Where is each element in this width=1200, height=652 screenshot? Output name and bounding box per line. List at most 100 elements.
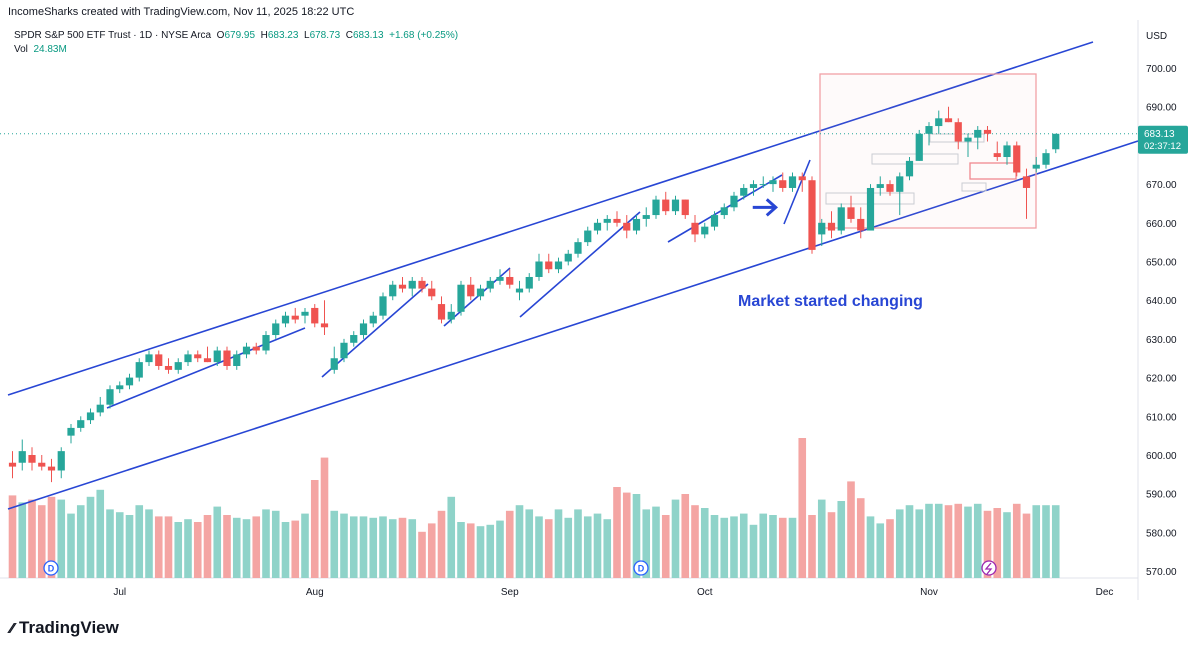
candle: [203, 346, 212, 363]
currency-label[interactable]: USD: [1146, 31, 1168, 42]
candle: [710, 211, 719, 231]
candle: [876, 176, 884, 196]
candle: [164, 358, 173, 374]
candle: [369, 311, 377, 328]
candle-body: [67, 427, 75, 436]
candle-body: [389, 284, 397, 297]
candle: [662, 191, 670, 216]
candle-body: [1013, 145, 1021, 173]
candle-body: [837, 207, 845, 231]
candle-body: [1003, 145, 1011, 158]
candle-body: [1042, 153, 1050, 165]
candle: [194, 350, 202, 363]
candle-body: [38, 462, 46, 467]
x-tick-label: Dec: [1096, 587, 1114, 598]
candle: [681, 199, 689, 219]
candle-body: [135, 362, 143, 378]
y-tick-label: 620.00: [1146, 374, 1177, 385]
candle-body: [467, 284, 475, 297]
candle: [281, 311, 290, 328]
volume-bar: [505, 510, 514, 578]
candle-body: [77, 420, 85, 428]
candle: [96, 396, 104, 417]
candle: [905, 157, 914, 181]
volume-bar: [252, 516, 261, 578]
volume-bar: [661, 515, 670, 578]
volume-bar: [993, 508, 1002, 578]
candle-body: [632, 218, 641, 231]
candle: [1042, 149, 1050, 169]
candle-body: [86, 412, 95, 421]
candle-body: [808, 180, 816, 250]
candle-body: [535, 261, 543, 277]
candle: [827, 211, 836, 239]
price-tag-countdown: 02:37:12: [1144, 141, 1181, 152]
candle-body: [554, 261, 563, 270]
x-tick-label: Sep: [501, 587, 519, 598]
candle: [584, 226, 592, 247]
trend-line: [783, 159, 811, 225]
candle: [749, 180, 758, 196]
candle-body: [866, 187, 875, 231]
volume-bar: [915, 509, 924, 578]
volume-bar: [349, 516, 358, 578]
y-tick-label: 690.00: [1146, 103, 1177, 114]
candle: [857, 207, 865, 239]
candle: [983, 126, 992, 142]
candle-body: [203, 358, 212, 363]
candle-body: [398, 284, 407, 289]
candle-body: [886, 184, 894, 192]
candle-body: [652, 199, 660, 216]
symbol-title[interactable]: SPDR S&P 500 ETF Trust · 1D · NYSE Arca: [14, 30, 212, 41]
volume-bar: [369, 517, 378, 578]
candle: [974, 126, 982, 150]
candle-body: [145, 354, 153, 363]
candle-body: [925, 126, 933, 134]
volume-bar: [700, 508, 709, 578]
candle-body: [437, 304, 446, 320]
gap-box: [871, 153, 959, 165]
candle: [77, 416, 85, 432]
candle-body: [359, 323, 368, 336]
candle: [652, 195, 660, 219]
trend-line: [321, 283, 429, 378]
candle-body: [418, 280, 426, 289]
candle: [86, 408, 95, 425]
candle: [496, 269, 504, 285]
candle-body: [915, 133, 923, 161]
candle: [262, 331, 270, 355]
volume-bar: [876, 523, 885, 578]
volume-bar: [330, 510, 339, 578]
candle: [38, 455, 46, 471]
candle-body: [613, 218, 621, 223]
volume-bar: [583, 516, 592, 578]
candle-body: [18, 451, 26, 463]
volume-bar: [340, 513, 348, 578]
candle-body: [681, 199, 689, 216]
candle: [730, 191, 738, 212]
candle-body: [116, 385, 124, 390]
trend-line: [519, 211, 641, 318]
candle: [740, 184, 748, 200]
candle: [554, 257, 563, 274]
y-tick-label: 600.00: [1146, 451, 1177, 462]
candle-body: [8, 462, 17, 467]
candle: [925, 122, 933, 146]
volume-bar: [554, 509, 563, 578]
volume-bar: [788, 517, 797, 578]
volume-bar: [379, 516, 387, 578]
volume-bar: [964, 506, 972, 578]
candle: [28, 447, 36, 471]
candle: [252, 342, 260, 355]
volume-bar: [447, 496, 456, 578]
candle-body: [974, 129, 982, 138]
candle-body: [330, 358, 338, 370]
candle-body: [184, 354, 192, 363]
tradingview-logo[interactable]: ⁄⁄ TradingView: [10, 618, 119, 637]
candle-body: [174, 362, 182, 370]
candle: [330, 346, 338, 374]
volume-bar: [535, 516, 543, 578]
volume-bar: [496, 520, 504, 578]
candle: [506, 269, 514, 289]
